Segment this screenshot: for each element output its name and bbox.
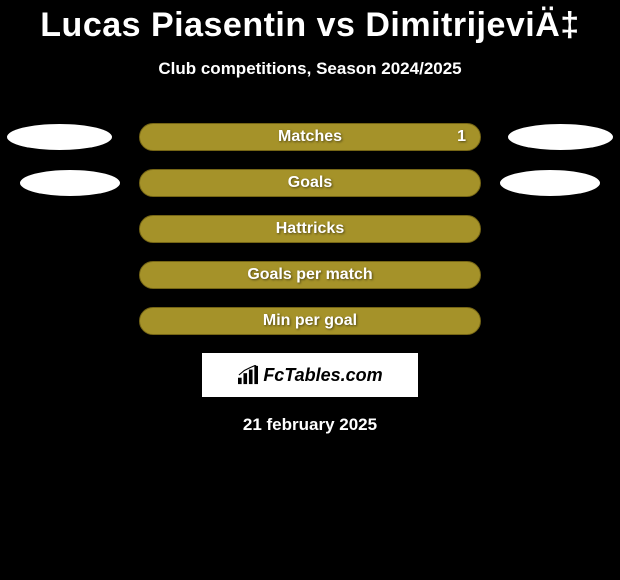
logo: FcTables.com (237, 365, 382, 386)
stat-label: Goals (288, 174, 332, 192)
stat-bar: Goals (139, 169, 481, 197)
stat-bar: Matches 1 (139, 123, 481, 151)
stat-value-right: 1 (457, 128, 466, 146)
right-ellipse (508, 124, 613, 150)
stat-row-goals: Goals (0, 169, 620, 197)
date-label: 21 february 2025 (0, 415, 620, 435)
stat-row-matches: Matches 1 (0, 123, 620, 151)
page-title: Lucas Piasentin vs DimitrijeviÄ‡ (0, 0, 620, 45)
stat-label: Hattricks (276, 220, 344, 238)
stat-row-goals-per-match: Goals per match (0, 261, 620, 289)
stat-bar: Min per goal (139, 307, 481, 335)
left-ellipse (20, 170, 120, 196)
stat-bar: Hattricks (139, 215, 481, 243)
left-ellipse (7, 124, 112, 150)
logo-container: FcTables.com (202, 353, 418, 397)
stat-row-hattricks: Hattricks (0, 215, 620, 243)
stat-bar: Goals per match (139, 261, 481, 289)
chart-icon (237, 365, 259, 385)
subtitle: Club competitions, Season 2024/2025 (0, 59, 620, 79)
stat-label: Goals per match (247, 266, 372, 284)
comparison-chart: Matches 1 Goals Hattricks Goals per matc… (0, 123, 620, 335)
stat-label: Matches (278, 128, 342, 146)
right-ellipse (500, 170, 600, 196)
stat-label: Min per goal (263, 312, 357, 330)
logo-text: FcTables.com (263, 365, 382, 386)
stat-row-min-per-goal: Min per goal (0, 307, 620, 335)
